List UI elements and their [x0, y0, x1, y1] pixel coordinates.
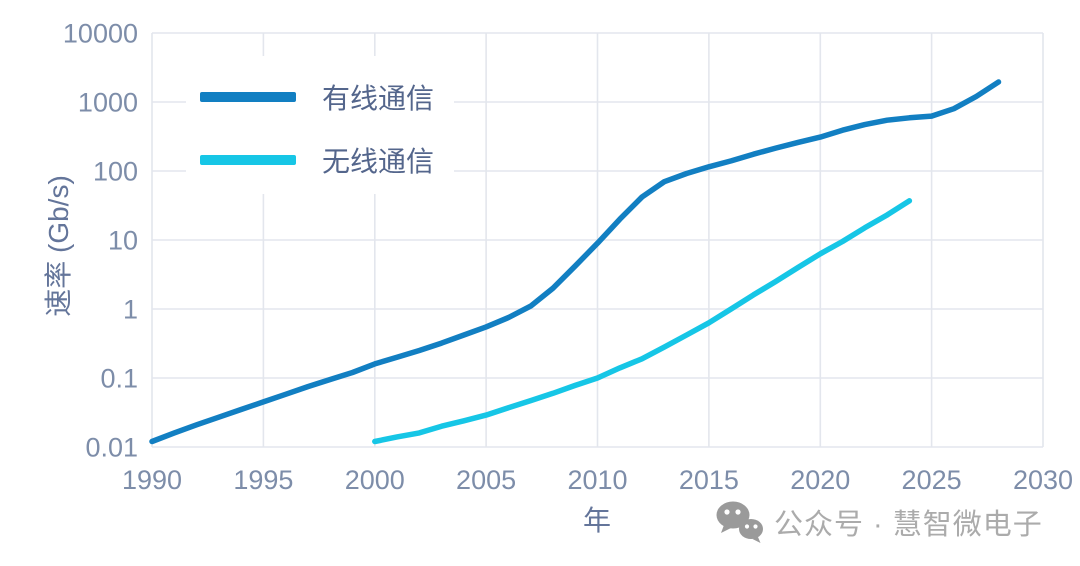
y-tick-label: 10 [108, 226, 138, 256]
y-tick-label: 1000 [78, 88, 138, 118]
x-tick-label: 1995 [233, 465, 293, 495]
legend-item-wireless: 无线通信 [186, 140, 454, 180]
y-tick-label: 0.01 [85, 433, 138, 463]
wired-legend-label: 有线通信 [322, 83, 435, 114]
watermark-text: 公众号 · 慧智微电子 [774, 509, 1043, 541]
wireless-series-line [372, 198, 913, 445]
x-tick-label: 1990 [122, 465, 182, 495]
x-tick-label: 2030 [1013, 465, 1073, 495]
legend: 有线通信 无线通信 [186, 56, 454, 194]
y-tick-label: 10000 [63, 19, 138, 49]
x-tick-label: 2020 [790, 465, 850, 495]
y-tick-label: 0.1 [100, 364, 138, 394]
x-tick-label: 2025 [902, 465, 962, 495]
x-tick-label: 2010 [567, 465, 627, 495]
wireless-line-swatch [200, 155, 296, 165]
x-tick-label: 2000 [345, 465, 405, 495]
x-tick-label: 2015 [679, 465, 739, 495]
wired-series-line [149, 79, 1002, 445]
wired-line-swatch [200, 92, 296, 102]
watermark: 公众号 · 慧智微电子 [714, 500, 1043, 544]
x-tick-label: 2005 [456, 465, 516, 495]
wireless-legend-label: 无线通信 [322, 146, 435, 177]
x-axis-title: 年 [582, 505, 612, 536]
legend-item-wired: 有线通信 [186, 77, 454, 117]
y-axis-title: 速率 (Gb/s) [43, 175, 74, 317]
wechat-icon [716, 501, 763, 543]
y-tick-label: 1 [123, 295, 138, 325]
y-tick-label: 100 [93, 157, 138, 187]
